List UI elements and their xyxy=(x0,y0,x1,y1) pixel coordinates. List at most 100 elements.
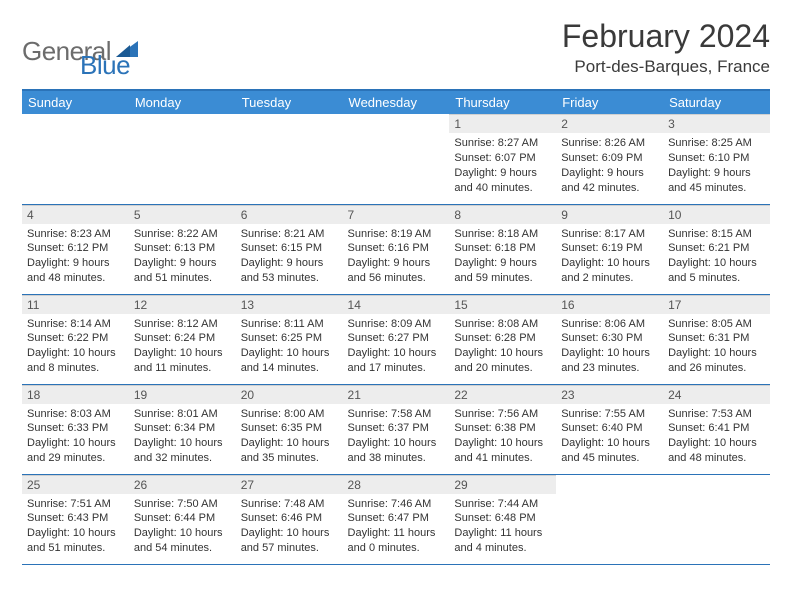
day-details: Sunrise: 8:19 AMSunset: 6:16 PMDaylight:… xyxy=(343,224,450,291)
brand-part2: Blue xyxy=(80,50,130,81)
day-number: 21 xyxy=(343,385,450,404)
day-number: 23 xyxy=(556,385,663,404)
location: Port-des-Barques, France xyxy=(562,57,770,77)
calendar-cell xyxy=(236,114,343,204)
day-details: Sunrise: 7:51 AMSunset: 6:43 PMDaylight:… xyxy=(22,494,129,561)
day-number: 9 xyxy=(556,205,663,224)
calendar-row: 4Sunrise: 8:23 AMSunset: 6:12 PMDaylight… xyxy=(22,204,770,294)
day-details: Sunrise: 8:03 AMSunset: 6:33 PMDaylight:… xyxy=(22,404,129,471)
day-header: Tuesday xyxy=(236,90,343,114)
calendar-row: 11Sunrise: 8:14 AMSunset: 6:22 PMDayligh… xyxy=(22,294,770,384)
calendar-cell: 19Sunrise: 8:01 AMSunset: 6:34 PMDayligh… xyxy=(129,384,236,474)
calendar-row: 18Sunrise: 8:03 AMSunset: 6:33 PMDayligh… xyxy=(22,384,770,474)
day-details: Sunrise: 8:12 AMSunset: 6:24 PMDaylight:… xyxy=(129,314,236,381)
day-number: 1 xyxy=(449,114,556,133)
day-details: Sunrise: 8:22 AMSunset: 6:13 PMDaylight:… xyxy=(129,224,236,291)
day-header: Wednesday xyxy=(343,90,450,114)
day-number: 17 xyxy=(663,295,770,314)
calendar-cell: 9Sunrise: 8:17 AMSunset: 6:19 PMDaylight… xyxy=(556,204,663,294)
calendar-cell: 29Sunrise: 7:44 AMSunset: 6:48 PMDayligh… xyxy=(449,474,556,564)
day-details: Sunrise: 8:14 AMSunset: 6:22 PMDaylight:… xyxy=(22,314,129,381)
day-details: Sunrise: 8:00 AMSunset: 6:35 PMDaylight:… xyxy=(236,404,343,471)
calendar-cell: 18Sunrise: 8:03 AMSunset: 6:33 PMDayligh… xyxy=(22,384,129,474)
calendar-cell: 5Sunrise: 8:22 AMSunset: 6:13 PMDaylight… xyxy=(129,204,236,294)
day-number: 18 xyxy=(22,385,129,404)
day-details: Sunrise: 8:09 AMSunset: 6:27 PMDaylight:… xyxy=(343,314,450,381)
day-number: 10 xyxy=(663,205,770,224)
day-header-row: SundayMondayTuesdayWednesdayThursdayFrid… xyxy=(22,90,770,114)
calendar-cell xyxy=(22,114,129,204)
day-number: 27 xyxy=(236,475,343,494)
day-number: 3 xyxy=(663,114,770,133)
day-number: 14 xyxy=(343,295,450,314)
day-number: 24 xyxy=(663,385,770,404)
day-details: Sunrise: 8:23 AMSunset: 6:12 PMDaylight:… xyxy=(22,224,129,291)
day-details: Sunrise: 7:44 AMSunset: 6:48 PMDaylight:… xyxy=(449,494,556,561)
day-header: Thursday xyxy=(449,90,556,114)
day-number: 13 xyxy=(236,295,343,314)
day-number: 7 xyxy=(343,205,450,224)
day-number: 2 xyxy=(556,114,663,133)
day-details: Sunrise: 8:15 AMSunset: 6:21 PMDaylight:… xyxy=(663,224,770,291)
day-header: Saturday xyxy=(663,90,770,114)
calendar-cell: 11Sunrise: 8:14 AMSunset: 6:22 PMDayligh… xyxy=(22,294,129,384)
day-header: Monday xyxy=(129,90,236,114)
calendar-cell xyxy=(343,114,450,204)
day-details: Sunrise: 7:53 AMSunset: 6:41 PMDaylight:… xyxy=(663,404,770,471)
day-details: Sunrise: 8:17 AMSunset: 6:19 PMDaylight:… xyxy=(556,224,663,291)
day-number: 16 xyxy=(556,295,663,314)
day-details: Sunrise: 8:06 AMSunset: 6:30 PMDaylight:… xyxy=(556,314,663,381)
calendar-cell: 6Sunrise: 8:21 AMSunset: 6:15 PMDaylight… xyxy=(236,204,343,294)
day-number: 4 xyxy=(22,205,129,224)
day-details: Sunrise: 7:50 AMSunset: 6:44 PMDaylight:… xyxy=(129,494,236,561)
day-details: Sunrise: 7:56 AMSunset: 6:38 PMDaylight:… xyxy=(449,404,556,471)
calendar-cell: 2Sunrise: 8:26 AMSunset: 6:09 PMDaylight… xyxy=(556,114,663,204)
day-details: Sunrise: 8:26 AMSunset: 6:09 PMDaylight:… xyxy=(556,133,663,200)
calendar-cell: 8Sunrise: 8:18 AMSunset: 6:18 PMDaylight… xyxy=(449,204,556,294)
calendar-row: 1Sunrise: 8:27 AMSunset: 6:07 PMDaylight… xyxy=(22,114,770,204)
day-details: Sunrise: 7:48 AMSunset: 6:46 PMDaylight:… xyxy=(236,494,343,561)
brand-logo: General Blue xyxy=(22,22,130,81)
calendar-cell xyxy=(663,474,770,564)
calendar-cell: 14Sunrise: 8:09 AMSunset: 6:27 PMDayligh… xyxy=(343,294,450,384)
day-header: Sunday xyxy=(22,90,129,114)
day-details: Sunrise: 8:01 AMSunset: 6:34 PMDaylight:… xyxy=(129,404,236,471)
header: General Blue February 2024 Port-des-Barq… xyxy=(22,18,770,81)
calendar-cell: 13Sunrise: 8:11 AMSunset: 6:25 PMDayligh… xyxy=(236,294,343,384)
calendar-cell xyxy=(556,474,663,564)
day-number: 8 xyxy=(449,205,556,224)
calendar-cell: 7Sunrise: 8:19 AMSunset: 6:16 PMDaylight… xyxy=(343,204,450,294)
calendar-cell: 26Sunrise: 7:50 AMSunset: 6:44 PMDayligh… xyxy=(129,474,236,564)
calendar-cell: 3Sunrise: 8:25 AMSunset: 6:10 PMDaylight… xyxy=(663,114,770,204)
day-number: 12 xyxy=(129,295,236,314)
day-number: 26 xyxy=(129,475,236,494)
day-details: Sunrise: 8:11 AMSunset: 6:25 PMDaylight:… xyxy=(236,314,343,381)
calendar-cell: 15Sunrise: 8:08 AMSunset: 6:28 PMDayligh… xyxy=(449,294,556,384)
day-details: Sunrise: 8:18 AMSunset: 6:18 PMDaylight:… xyxy=(449,224,556,291)
calendar-cell: 20Sunrise: 8:00 AMSunset: 6:35 PMDayligh… xyxy=(236,384,343,474)
calendar-cell: 16Sunrise: 8:06 AMSunset: 6:30 PMDayligh… xyxy=(556,294,663,384)
calendar-cell: 21Sunrise: 7:58 AMSunset: 6:37 PMDayligh… xyxy=(343,384,450,474)
day-header: Friday xyxy=(556,90,663,114)
day-number: 19 xyxy=(129,385,236,404)
calendar-cell: 12Sunrise: 8:12 AMSunset: 6:24 PMDayligh… xyxy=(129,294,236,384)
calendar-row: 25Sunrise: 7:51 AMSunset: 6:43 PMDayligh… xyxy=(22,474,770,564)
calendar-cell xyxy=(129,114,236,204)
day-details: Sunrise: 7:58 AMSunset: 6:37 PMDaylight:… xyxy=(343,404,450,471)
day-number: 22 xyxy=(449,385,556,404)
day-number: 6 xyxy=(236,205,343,224)
day-number: 28 xyxy=(343,475,450,494)
day-number: 11 xyxy=(22,295,129,314)
month-title: February 2024 xyxy=(562,18,770,55)
day-number: 20 xyxy=(236,385,343,404)
calendar-cell: 22Sunrise: 7:56 AMSunset: 6:38 PMDayligh… xyxy=(449,384,556,474)
day-details: Sunrise: 8:05 AMSunset: 6:31 PMDaylight:… xyxy=(663,314,770,381)
day-details: Sunrise: 8:21 AMSunset: 6:15 PMDaylight:… xyxy=(236,224,343,291)
calendar-cell: 10Sunrise: 8:15 AMSunset: 6:21 PMDayligh… xyxy=(663,204,770,294)
day-number: 5 xyxy=(129,205,236,224)
day-number: 25 xyxy=(22,475,129,494)
day-number: 15 xyxy=(449,295,556,314)
calendar-cell: 28Sunrise: 7:46 AMSunset: 6:47 PMDayligh… xyxy=(343,474,450,564)
calendar-cell: 25Sunrise: 7:51 AMSunset: 6:43 PMDayligh… xyxy=(22,474,129,564)
calendar-cell: 27Sunrise: 7:48 AMSunset: 6:46 PMDayligh… xyxy=(236,474,343,564)
